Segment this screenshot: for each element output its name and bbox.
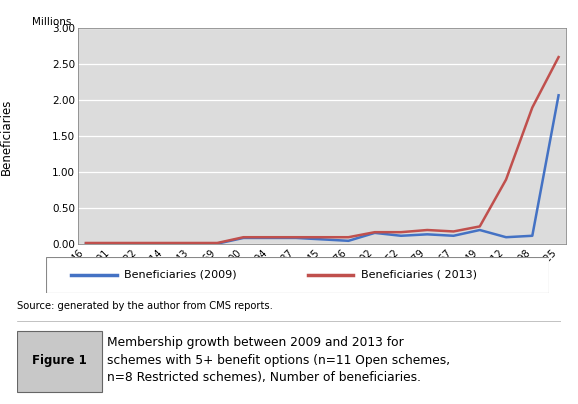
FancyBboxPatch shape: [17, 330, 102, 393]
X-axis label: Scheme ref no.: Scheme ref no.: [278, 276, 366, 289]
FancyBboxPatch shape: [46, 257, 549, 293]
Text: Beneficiaries ( 2013): Beneficiaries ( 2013): [361, 270, 476, 280]
Text: Source: generated by the author from CMS reports.: Source: generated by the author from CMS…: [17, 301, 273, 311]
Text: Membership growth between 2009 and 2013 for
schemes with 5+ benefit options (n=1: Membership growth between 2009 and 2013 …: [107, 336, 450, 384]
Y-axis label: Beneficiaries: Beneficiaries: [0, 98, 13, 175]
Text: Beneficiaries (2009): Beneficiaries (2009): [124, 270, 237, 280]
Text: Figure 1: Figure 1: [32, 354, 87, 367]
Text: Millions: Millions: [32, 17, 71, 27]
